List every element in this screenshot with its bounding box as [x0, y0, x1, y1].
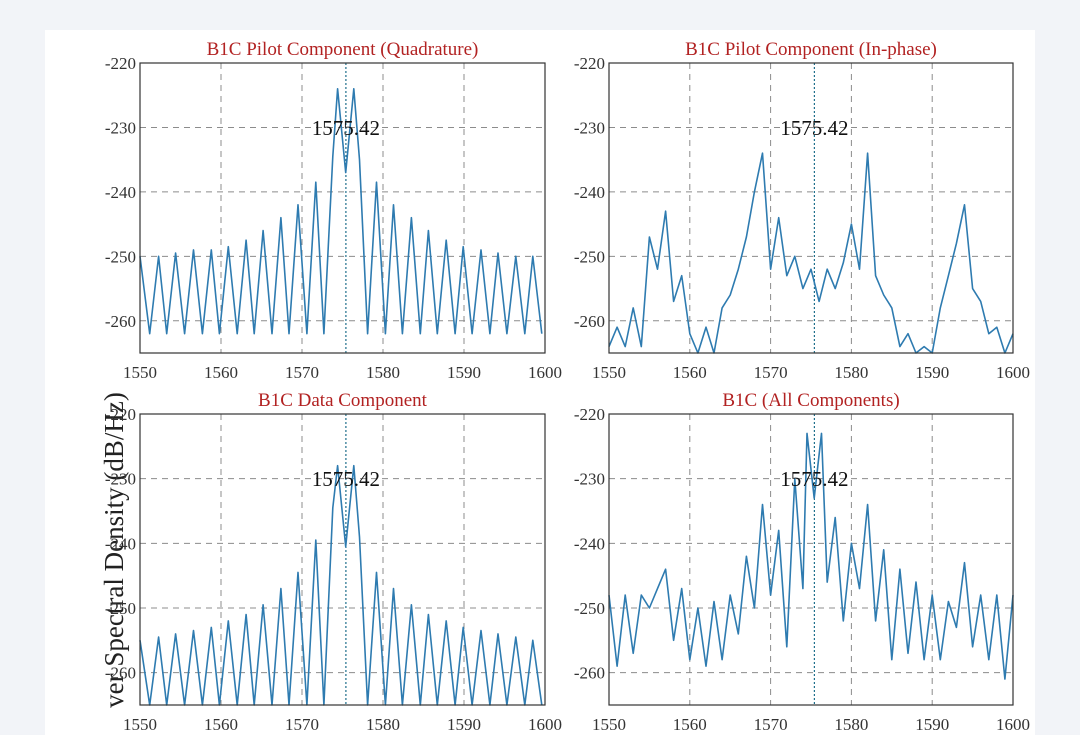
- carrier-frequency-annotation: 1575.42: [312, 467, 380, 491]
- chart-panel-2: 1550 1560 1570 1580 1590 1600 -220 -230 -240 -250…: [574, 39, 1030, 382]
- x-tick-label: 1580: [834, 363, 868, 382]
- plot-frame: [139, 413, 546, 706]
- carrier-frequency-annotation: 1575.42: [780, 467, 848, 491]
- x-tick-label: 1590: [915, 363, 949, 382]
- y-tick-label: -230: [105, 470, 136, 489]
- y-tick-label: -250: [105, 247, 136, 266]
- x-tick-label: 1570: [754, 715, 788, 734]
- plot-frame: [139, 62, 546, 354]
- y-tick-label: -260: [574, 664, 605, 683]
- psd-series-line: [139, 464, 543, 706]
- x-tick-label: 1580: [366, 715, 400, 734]
- y-tick-label: -260: [574, 312, 605, 331]
- x-tick-label: 1570: [754, 363, 788, 382]
- x-tick-label: 1590: [915, 715, 949, 734]
- psd-series-line: [608, 432, 1014, 680]
- psd-chart-figure: ver Spectral Density (dB/Hz) 1550 1560 157…: [99, 39, 1030, 734]
- x-tick-label: 1560: [673, 715, 707, 734]
- psd-series-line: [608, 152, 1014, 354]
- x-tick-label: 1560: [204, 715, 238, 734]
- y-tick-label: -250: [574, 599, 605, 618]
- plot-frame: [608, 413, 1014, 706]
- x-tick-label: 1600: [528, 363, 562, 382]
- psd-series-line: [139, 87, 543, 335]
- y-tick-label: -220: [574, 54, 605, 73]
- figure: ver Spectral Density (dB/Hz) 1550 1560 157…: [45, 30, 1035, 735]
- chart-title: B1C Pilot Component (In-phase): [685, 39, 937, 60]
- y-axis-label: ver Spectral Density (dB/Hz): [99, 392, 129, 708]
- y-tick-label: -260: [105, 664, 136, 683]
- x-tick-label: 1590: [447, 715, 481, 734]
- chart-title: B1C (All Components): [722, 390, 899, 411]
- x-tick-label: 1550: [592, 715, 626, 734]
- plot-frame: [608, 62, 1014, 354]
- y-tick-label: -230: [105, 118, 136, 137]
- x-tick-label: 1550: [123, 363, 157, 382]
- y-tick-label: -230: [574, 118, 605, 137]
- y-tick-label: -220: [105, 54, 136, 73]
- x-tick-label: 1580: [366, 363, 400, 382]
- x-tick-label: 1570: [285, 363, 319, 382]
- y-tick-label: -240: [105, 183, 136, 202]
- carrier-frequency-annotation: 1575.42: [312, 116, 380, 140]
- x-tick-label: 1550: [123, 715, 157, 734]
- y-tick-label: -250: [105, 599, 136, 618]
- y-tick-label: -240: [574, 534, 605, 553]
- x-tick-label: 1550: [592, 363, 626, 382]
- chart-title: B1C Pilot Component (Quadrature): [207, 39, 479, 60]
- y-tick-label: -240: [105, 534, 136, 553]
- x-tick-label: 1570: [285, 715, 319, 734]
- y-tick-label: -220: [574, 405, 605, 424]
- x-tick-label: 1560: [204, 363, 238, 382]
- y-tick-label: -260: [105, 312, 136, 331]
- chart-title: B1C Data Component: [258, 390, 428, 411]
- y-tick-label: -230: [574, 470, 605, 489]
- x-tick-label: 1600: [528, 715, 562, 734]
- y-tick-label: -250: [574, 247, 605, 266]
- chart-panel-3: 1550 1560 1570 1580 1590 1600 -220 -230 -240 -250…: [105, 390, 562, 734]
- chart-panel-1: 1550 1560 1570 1580 1590 1600 -220 -230 -240 -250…: [105, 39, 562, 382]
- chart-panel-4: 1550 1560 1570 1580 1590 1600 -220 -230 -240 -250…: [574, 390, 1030, 734]
- x-tick-label: 1600: [996, 715, 1030, 734]
- x-tick-label: 1600: [996, 363, 1030, 382]
- x-tick-label: 1560: [673, 363, 707, 382]
- x-tick-label: 1590: [447, 363, 481, 382]
- carrier-frequency-annotation: 1575.42: [780, 116, 848, 140]
- y-tick-label: -240: [574, 183, 605, 202]
- y-tick-label: -220: [105, 405, 136, 424]
- x-tick-label: 1580: [834, 715, 868, 734]
